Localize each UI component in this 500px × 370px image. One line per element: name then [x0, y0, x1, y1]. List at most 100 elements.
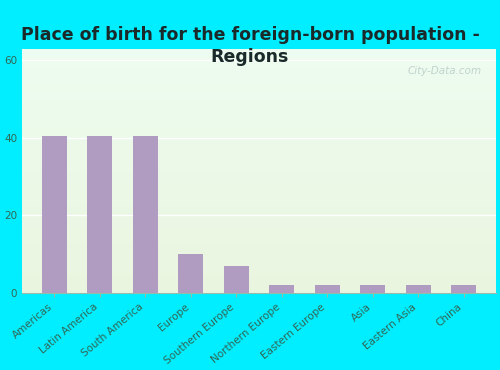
Bar — [452, 285, 476, 293]
Bar — [22, 104, 496, 105]
Bar — [22, 233, 496, 234]
Bar — [87, 136, 112, 293]
Bar — [22, 96, 496, 97]
Bar — [22, 95, 496, 96]
Bar — [22, 215, 496, 216]
Bar — [22, 240, 496, 242]
Bar — [22, 282, 496, 283]
Bar — [22, 128, 496, 129]
Bar — [22, 50, 496, 51]
Bar — [22, 85, 496, 87]
Bar — [269, 285, 294, 293]
Bar — [22, 56, 496, 57]
Bar — [22, 243, 496, 244]
Bar — [22, 57, 496, 58]
Bar — [22, 67, 496, 68]
Bar — [22, 144, 496, 145]
Bar — [224, 266, 248, 293]
Bar — [22, 198, 496, 199]
Bar — [22, 262, 496, 263]
Bar — [22, 229, 496, 231]
Bar — [22, 116, 496, 117]
Bar — [22, 75, 496, 77]
Bar — [22, 130, 496, 132]
Bar — [22, 189, 496, 190]
Bar — [22, 138, 496, 139]
Bar — [22, 211, 496, 212]
Bar — [22, 145, 496, 146]
Bar — [22, 272, 496, 273]
Bar — [22, 149, 496, 150]
Bar — [22, 227, 496, 228]
Bar — [22, 258, 496, 259]
Bar — [22, 61, 496, 62]
Bar — [22, 220, 496, 221]
Bar — [22, 246, 496, 248]
Bar — [22, 283, 496, 285]
Bar — [22, 154, 496, 155]
Bar — [22, 292, 496, 293]
Bar — [22, 192, 496, 193]
Bar — [22, 139, 496, 140]
Bar — [178, 254, 203, 293]
Bar — [22, 235, 496, 237]
Bar — [22, 121, 496, 122]
Bar — [22, 52, 496, 53]
Bar — [22, 254, 496, 255]
Bar — [22, 273, 496, 275]
Bar — [22, 143, 496, 144]
Bar — [22, 101, 496, 102]
Bar — [22, 48, 496, 50]
Bar — [22, 100, 496, 101]
Bar — [22, 94, 496, 95]
Bar — [22, 265, 496, 266]
Bar — [22, 113, 496, 115]
Bar — [22, 68, 496, 69]
Bar — [22, 202, 496, 204]
Bar — [22, 160, 496, 161]
Bar — [22, 267, 496, 269]
Bar — [22, 190, 496, 192]
Bar — [22, 204, 496, 205]
Bar — [22, 65, 496, 67]
Bar — [22, 231, 496, 232]
Bar — [22, 213, 496, 215]
Bar — [22, 72, 496, 73]
Bar — [22, 151, 496, 152]
Bar — [22, 89, 496, 90]
Bar — [22, 248, 496, 249]
Bar — [22, 105, 496, 106]
Bar — [22, 289, 496, 290]
Bar — [22, 162, 496, 164]
Bar — [22, 245, 496, 246]
Bar — [22, 168, 496, 169]
Bar — [22, 255, 496, 256]
Bar — [22, 166, 496, 167]
Bar — [22, 157, 496, 158]
Bar — [22, 73, 496, 74]
Bar — [22, 281, 496, 282]
Bar — [22, 63, 496, 64]
Bar — [22, 226, 496, 227]
Bar — [22, 129, 496, 130]
Bar — [22, 188, 496, 189]
Bar — [22, 150, 496, 151]
Bar — [22, 81, 496, 83]
Bar — [22, 237, 496, 238]
Bar — [22, 185, 496, 186]
Bar — [22, 259, 496, 260]
Bar — [22, 140, 496, 141]
Bar — [22, 212, 496, 213]
Bar — [22, 87, 496, 88]
Bar — [22, 78, 496, 79]
Bar — [22, 209, 496, 210]
Bar — [22, 141, 496, 143]
Bar — [22, 174, 496, 176]
Bar — [22, 256, 496, 258]
Bar — [22, 253, 496, 254]
Bar — [22, 199, 496, 200]
Bar — [22, 58, 496, 60]
Bar — [22, 244, 496, 245]
Bar — [22, 172, 496, 173]
Bar — [22, 186, 496, 188]
